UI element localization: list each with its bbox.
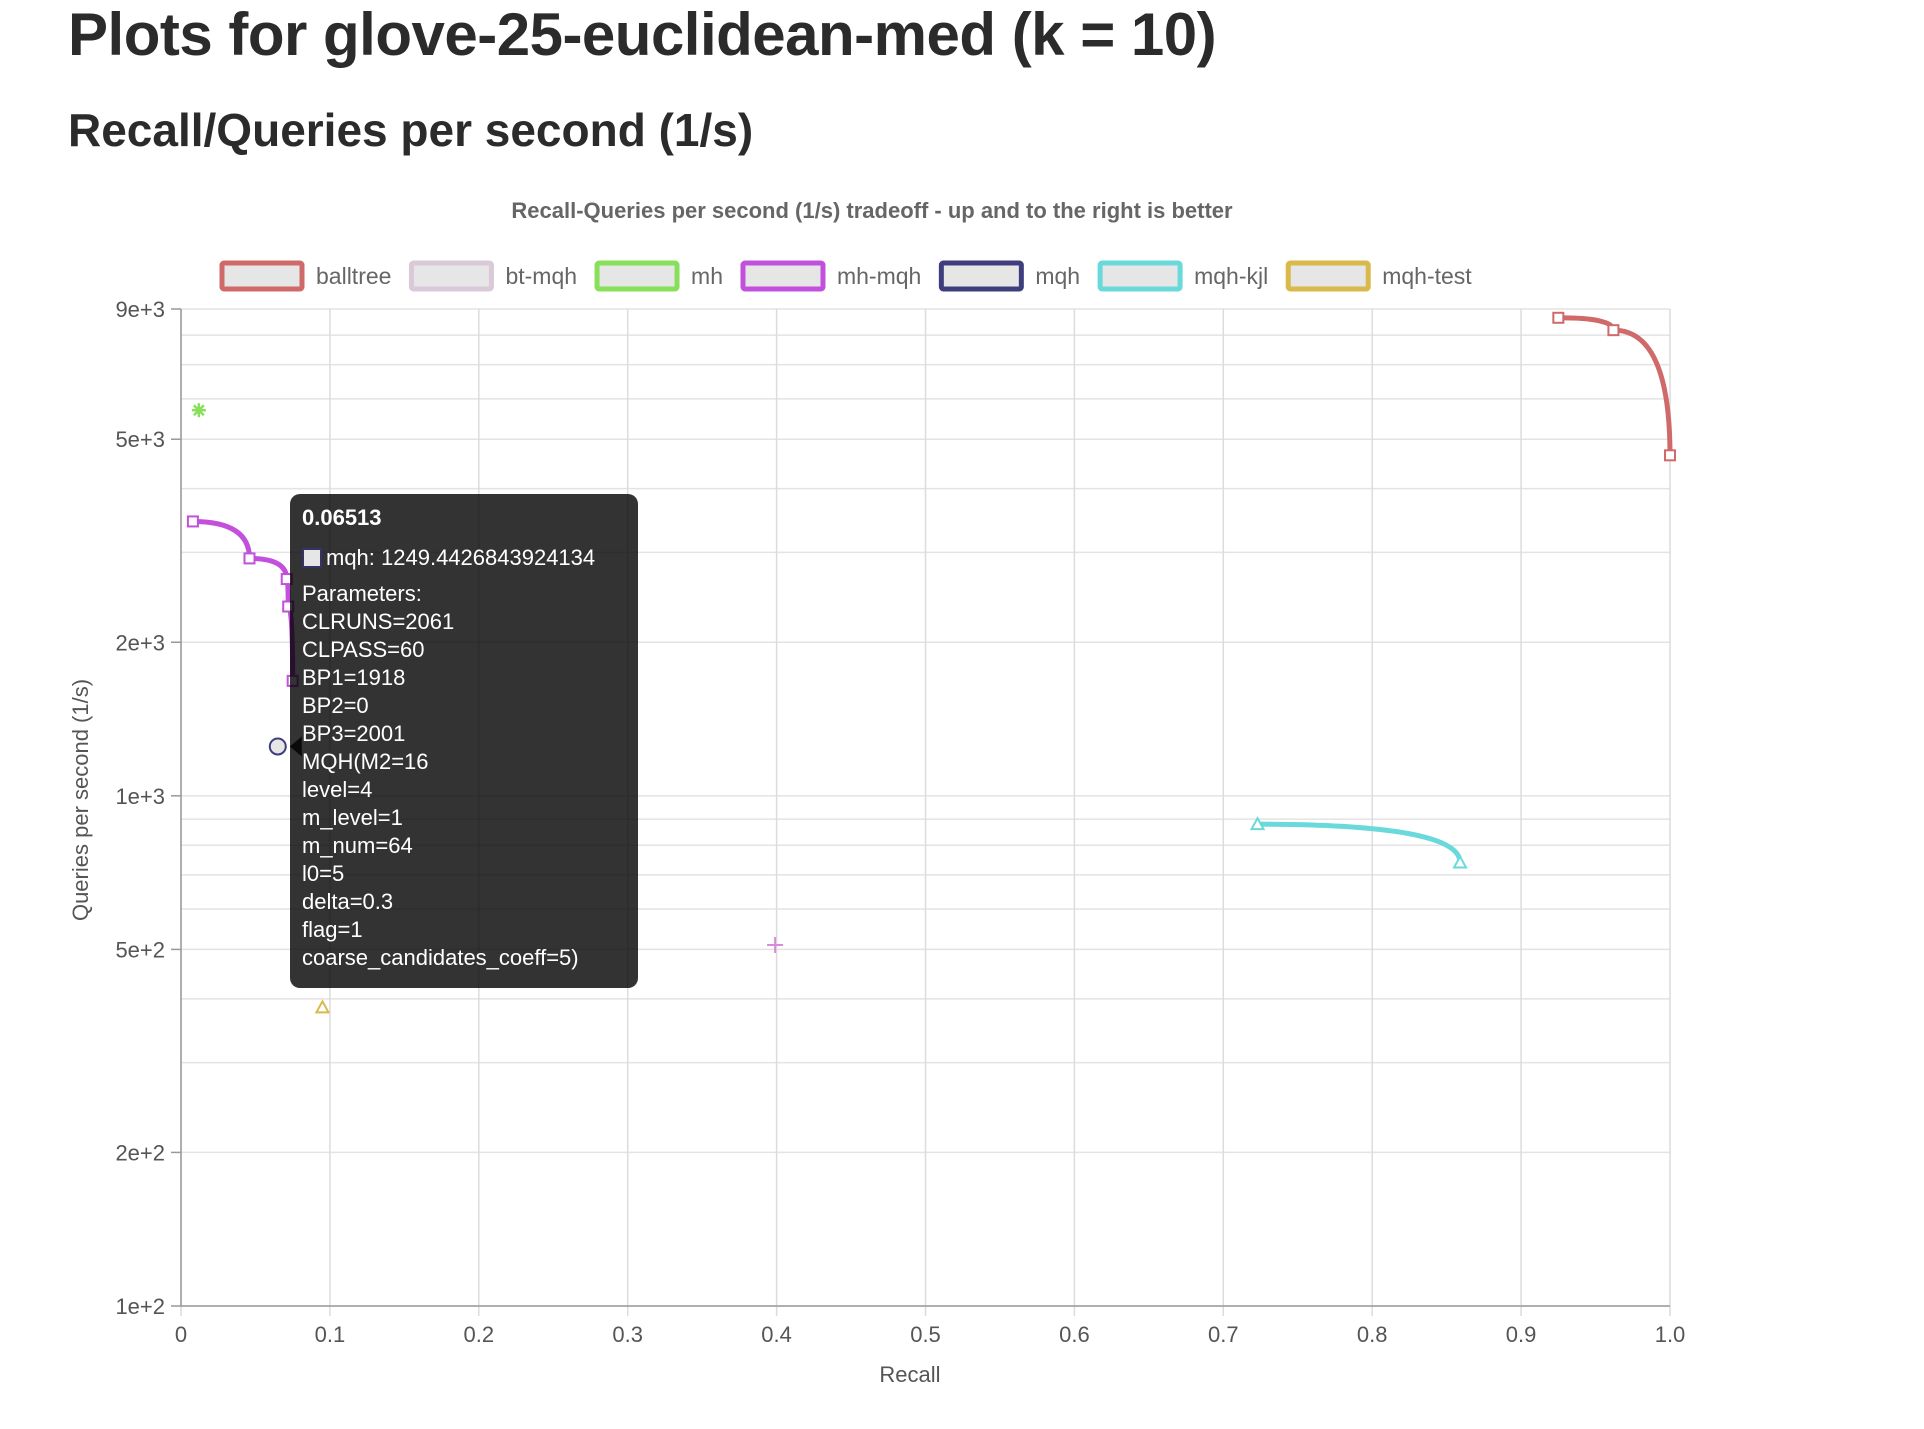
chart-axes: 0 0.1 0.2 0.3 0.4 0.5 0.6 0.7 0.8 0.9 1.0 9e+3 5e+3 2… bbox=[115, 297, 1685, 1347]
chart-legend: balltree bt-mqh mh mh-mqh mqh mqh-kjl mqh-test bbox=[219, 260, 1472, 292]
legend-label: balltree bbox=[316, 263, 391, 289]
series-mh bbox=[191, 403, 206, 418]
tooltip-line: MQH(M2=16 bbox=[302, 749, 429, 774]
legend-swatch bbox=[594, 260, 680, 292]
legend-item-mh-mqh[interactable]: mh-mqh bbox=[740, 260, 921, 292]
legend-label: bt-mqh bbox=[505, 263, 577, 289]
x-tick-label: 0.6 bbox=[1059, 1322, 1090, 1347]
data-point bbox=[1452, 854, 1468, 869]
legend-item-mh[interactable]: mh bbox=[594, 260, 723, 292]
page-title: Plots for glove-25-euclidean-med (k = 10… bbox=[68, 1, 1217, 68]
y-tick-label: 1e+3 bbox=[115, 784, 165, 809]
data-point bbox=[186, 515, 199, 528]
x-tick-label: 0.4 bbox=[761, 1322, 792, 1347]
x-tick-label: 0.7 bbox=[1208, 1322, 1239, 1347]
legend-swatch bbox=[1097, 260, 1183, 292]
y-tick-label: 5e+3 bbox=[115, 427, 165, 452]
data-point bbox=[1249, 816, 1266, 831]
tooltip-line: m_level=1 bbox=[302, 805, 403, 830]
legend-label: mh-mqh bbox=[837, 263, 921, 289]
x-tick-label: 0.8 bbox=[1357, 1322, 1388, 1347]
legend-item-bt-mqh[interactable]: bt-mqh bbox=[408, 260, 577, 292]
tooltip-line: BP2=0 bbox=[302, 693, 369, 718]
y-tick-label: 2e+2 bbox=[115, 1140, 165, 1165]
legend-item-mqh-test[interactable]: mqh-test bbox=[1285, 260, 1472, 292]
data-point bbox=[1552, 311, 1565, 324]
data-point bbox=[314, 999, 331, 1014]
tooltip-series-row: mqh: 1249.4426843924134 bbox=[302, 544, 626, 572]
x-tick-label: 1.0 bbox=[1655, 1322, 1686, 1347]
y-tick-label: 9e+3 bbox=[115, 297, 165, 322]
series-line bbox=[1255, 821, 1463, 866]
series-line bbox=[190, 518, 296, 684]
legend-label: mqh bbox=[1035, 263, 1080, 289]
tooltip-line: delta=0.3 bbox=[302, 889, 394, 914]
tooltip-line: level=4 bbox=[302, 777, 373, 802]
legend-swatch bbox=[408, 260, 494, 292]
series-mqh-kjl bbox=[1249, 816, 1468, 869]
data-point bbox=[243, 552, 256, 565]
y-tick-label: 5e+2 bbox=[115, 937, 165, 962]
tooltip-color-swatch bbox=[302, 548, 322, 568]
tooltip-line: flag=1 bbox=[302, 917, 363, 942]
legend-swatch bbox=[938, 260, 1024, 292]
tooltip-title: 0.06513 bbox=[302, 505, 382, 530]
section-title: Recall/Queries per second (1/s) bbox=[68, 104, 754, 156]
legend-swatch bbox=[219, 260, 305, 292]
chart-title: Recall-Queries per second (1/s) tradeoff… bbox=[511, 198, 1233, 223]
tooltip-series-value: mqh: 1249.4426843924134 bbox=[326, 545, 596, 570]
x-tick-label: 0.2 bbox=[464, 1322, 495, 1347]
legend-item-balltree[interactable]: balltree bbox=[219, 260, 391, 292]
y-tick-label: 1e+2 bbox=[115, 1294, 165, 1319]
series-line bbox=[1555, 315, 1673, 458]
tooltip-line: l0=5 bbox=[302, 861, 345, 886]
data-point bbox=[268, 737, 287, 756]
legend-label: mqh-kjl bbox=[1194, 263, 1268, 289]
data-point bbox=[1664, 449, 1676, 462]
series-mqh bbox=[268, 737, 287, 756]
chart-tooltip: 0.06513 mqh: 1249.4426843924134 Paramete… bbox=[290, 494, 638, 988]
x-axis-label: Recall bbox=[879, 1362, 940, 1387]
series-balltree bbox=[1552, 311, 1676, 462]
y-axis-label: Queries per second (1/s) bbox=[68, 679, 93, 921]
tooltip-line: coarse_candidates_coeff=5) bbox=[302, 945, 579, 970]
x-tick-label: 0.3 bbox=[612, 1322, 643, 1347]
legend-swatch bbox=[740, 260, 826, 292]
tooltip-line: BP1=1918 bbox=[302, 665, 406, 690]
tooltip-line: m_num=64 bbox=[302, 833, 413, 858]
series-mh-mqh bbox=[186, 515, 299, 687]
tooltip-line: CLRUNS=2061 bbox=[302, 609, 455, 634]
legend-item-mqh-kjl[interactable]: mqh-kjl bbox=[1097, 260, 1268, 292]
x-tick-label: 0.9 bbox=[1506, 1322, 1537, 1347]
x-tick-label: 0 bbox=[175, 1322, 187, 1347]
series-unnamed bbox=[767, 937, 784, 954]
data-point bbox=[767, 937, 784, 954]
tooltip-line: CLPASS=60 bbox=[302, 637, 425, 662]
data-point bbox=[1607, 324, 1620, 337]
legend-swatch bbox=[1285, 260, 1371, 292]
legend-label: mqh-test bbox=[1382, 263, 1472, 289]
tooltip-line: Parameters: bbox=[302, 581, 422, 606]
x-tick-label: 0.1 bbox=[315, 1322, 346, 1347]
tooltip-line: BP3=2001 bbox=[302, 721, 406, 746]
data-point bbox=[191, 403, 206, 418]
legend-item-mqh[interactable]: mqh bbox=[938, 260, 1080, 292]
series-mqh-test bbox=[314, 999, 331, 1014]
x-tick-label: 0.5 bbox=[910, 1322, 941, 1347]
y-tick-label: 2e+3 bbox=[115, 630, 165, 655]
legend-label: mh bbox=[691, 263, 723, 289]
